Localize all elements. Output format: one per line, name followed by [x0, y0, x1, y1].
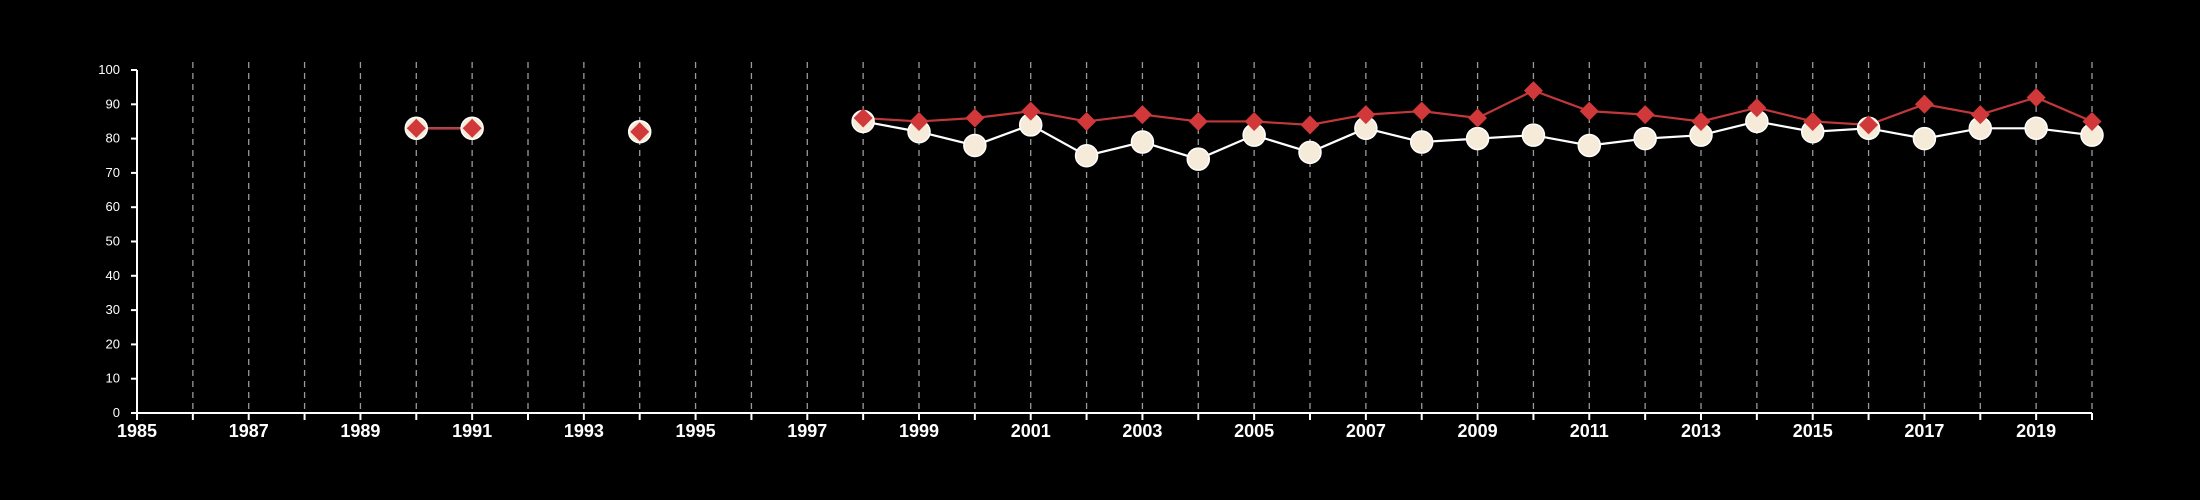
- diamond-point: [1244, 111, 1264, 131]
- diamond-point: [1914, 94, 1934, 114]
- diamond-point: [1523, 81, 1543, 101]
- y-axis: 0 10 20 30 40 50 60 70 80 90 100: [98, 62, 138, 420]
- circle-point: [1074, 144, 1099, 168]
- diamond-point: [1021, 101, 1041, 121]
- y-tick-label: 20: [106, 336, 120, 351]
- diamond-point: [1077, 111, 1097, 131]
- y-tick-label: 30: [106, 302, 120, 317]
- circle-point: [1633, 126, 1657, 151]
- diamond-point: [1356, 105, 1376, 125]
- series-markers: [404, 81, 2104, 171]
- diamond-point: [462, 118, 482, 138]
- y-tick-label: 10: [106, 371, 120, 386]
- diamond-point: [1803, 111, 1823, 131]
- diamond-point: [406, 118, 426, 138]
- x-tick-label: 2017: [1904, 421, 1944, 441]
- y-tick-label: 100: [98, 62, 120, 77]
- x-tick-label: 2007: [1346, 421, 1386, 441]
- diamond-point: [909, 111, 929, 131]
- y-tick-label: 70: [106, 165, 120, 180]
- diamond-point: [965, 108, 985, 128]
- x-tick-label: 2001: [1011, 421, 1051, 441]
- diamond-point: [1859, 115, 1879, 135]
- y-tick-label: 0: [113, 405, 120, 420]
- x-tick-label: 1999: [899, 421, 939, 441]
- y-tick-label: 80: [106, 131, 120, 146]
- y-tick-label: 50: [106, 234, 120, 249]
- y-tick-label: 60: [106, 199, 120, 214]
- circle-point: [1186, 147, 1211, 171]
- diamond-point: [1635, 105, 1655, 125]
- x-tick-label: 2015: [1793, 421, 1833, 441]
- x-tick-label: 2011: [1570, 421, 1609, 441]
- diamond-point: [1132, 105, 1152, 125]
- circle-point: [1577, 133, 1602, 158]
- diamond-point: [630, 122, 650, 142]
- x-tick-label: 1991: [452, 421, 492, 441]
- x-tick-label: 1993: [564, 421, 604, 441]
- x-tick-label: 2013: [1681, 421, 1721, 441]
- diamond-point: [1747, 98, 1767, 118]
- diamond-point: [1691, 111, 1711, 131]
- x-tick-label: 1987: [229, 421, 269, 441]
- diamond-point: [1412, 101, 1432, 121]
- x-tick-label: 1989: [340, 421, 380, 441]
- x-axis: 1985 1987 1989 1991 1993 1995 1997 1999 2001 2003…: [117, 412, 2093, 441]
- diamond-point: [1468, 108, 1488, 128]
- circle-point: [1912, 126, 1937, 151]
- circle-point: [963, 133, 987, 158]
- diamond-point: [1300, 115, 1320, 135]
- x-tick-label: 2005: [1234, 421, 1274, 441]
- circle-point: [1298, 140, 1322, 165]
- diamond-point: [1579, 101, 1599, 121]
- circle-point: [1465, 126, 1490, 151]
- x-tick-label: 1995: [676, 421, 716, 441]
- y-tick-label: 90: [106, 96, 120, 111]
- diamond-point: [2082, 111, 2102, 131]
- diamond-point: [1970, 105, 1990, 125]
- diamond-point: [1188, 111, 1208, 131]
- x-tick-label: 2019: [2016, 421, 2056, 441]
- circle-point: [1409, 130, 1434, 154]
- x-tick-label: 2003: [1122, 421, 1162, 441]
- diamond-point: [853, 108, 873, 128]
- x-tick-label: 1985: [117, 421, 157, 441]
- x-tick-label: 1997: [787, 421, 827, 441]
- circle-point: [1521, 123, 1546, 147]
- circle-point: [1130, 130, 1155, 154]
- y-tick-label: 40: [106, 268, 120, 283]
- circle-point: [2024, 116, 2048, 141]
- diamond-point: [2026, 87, 2046, 107]
- x-tick-label: 2009: [1458, 421, 1498, 441]
